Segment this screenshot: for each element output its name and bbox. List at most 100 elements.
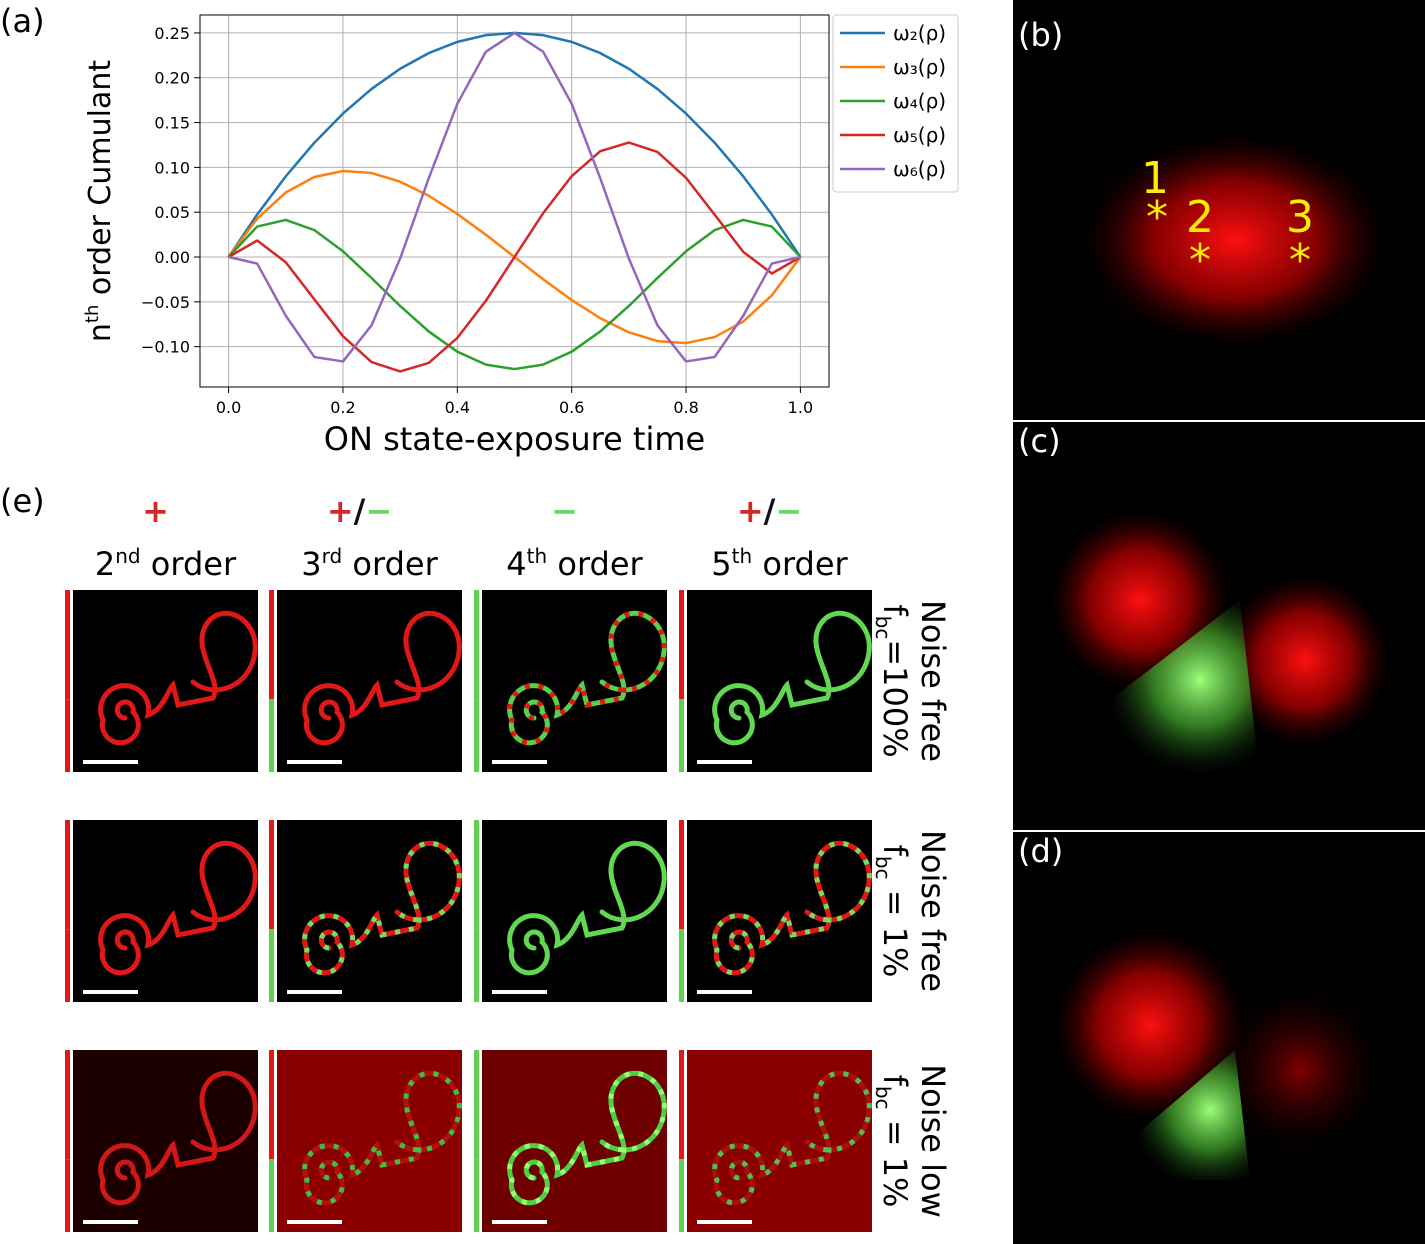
image-cell xyxy=(687,1050,872,1232)
order-sup: th xyxy=(527,544,548,568)
y-tick-label: 0.20 xyxy=(154,69,190,88)
order-number: 3 xyxy=(301,545,321,583)
color-bar xyxy=(269,820,274,930)
x-tick-label: 0.2 xyxy=(330,398,355,417)
sign-header: + xyxy=(142,492,169,530)
panel-b xyxy=(1013,0,1425,420)
x-tick-label: 0.8 xyxy=(673,398,698,417)
image-cell xyxy=(73,590,258,772)
sign-part: − xyxy=(775,492,802,530)
color-bar xyxy=(679,1159,684,1232)
panel-label: (b) xyxy=(1018,16,1063,54)
y-tick-label: −0.10 xyxy=(141,338,190,357)
spot-label: 1 xyxy=(1141,153,1169,204)
order-word: order xyxy=(342,545,438,583)
sign-part: − xyxy=(365,492,392,530)
image-bg xyxy=(687,1050,872,1232)
plot-frame xyxy=(199,14,830,388)
color-bar xyxy=(269,1050,274,1160)
image-cell xyxy=(482,820,667,1002)
image-bg xyxy=(73,1050,258,1232)
sign-part: − xyxy=(551,492,578,530)
order-word: order xyxy=(752,545,848,583)
row-label-sub: bc xyxy=(871,616,895,640)
sign-part: / xyxy=(354,492,366,530)
x-tick-label: 0.6 xyxy=(559,398,584,417)
color-bar xyxy=(269,590,274,700)
order-sup: nd xyxy=(115,544,140,568)
faint-red-blob xyxy=(1220,990,1380,1150)
series-line xyxy=(227,218,802,371)
order-word: order xyxy=(547,545,643,583)
sign-part: + xyxy=(327,492,354,530)
filament xyxy=(507,1070,667,1206)
image-cell xyxy=(482,1050,667,1232)
image-bg xyxy=(482,1050,667,1232)
image-bg xyxy=(73,590,258,772)
image-bg xyxy=(277,820,462,1002)
color-bar xyxy=(65,820,70,930)
image-bg xyxy=(687,820,872,1002)
y-label-sup: th xyxy=(82,305,103,323)
filament xyxy=(98,1070,258,1206)
filament xyxy=(507,610,667,746)
legend: ω₂(ρ) ω₃(ρ) ω₄(ρ) ω₅(ρ) ω₆(ρ) xyxy=(832,14,959,193)
sign-header: +/− xyxy=(737,492,802,530)
series-line xyxy=(228,31,801,363)
row-label: Noise low xyxy=(914,1064,952,1218)
row-label-rest: = 1% xyxy=(876,880,914,978)
y-label-part: order Cumulant xyxy=(83,60,118,305)
row-label-sub: bc xyxy=(871,1086,895,1110)
panel-label: (e) xyxy=(0,482,45,520)
spot-label: 2 xyxy=(1186,192,1214,243)
order-number: 4 xyxy=(506,545,526,583)
spot-marker: * xyxy=(1289,235,1311,286)
color-bar xyxy=(65,590,70,700)
row-label-rest: =100% xyxy=(876,639,914,757)
series-line xyxy=(227,141,802,373)
x-tick-label: 0.0 xyxy=(216,398,241,417)
legend-box xyxy=(832,14,959,193)
filament xyxy=(302,610,462,746)
plot-area xyxy=(200,15,829,387)
row-label: Noise free xyxy=(914,830,952,992)
color-bar xyxy=(474,1050,479,1160)
color-bar xyxy=(269,699,274,772)
color-bar xyxy=(65,1050,70,1160)
filament xyxy=(712,1070,872,1206)
filament xyxy=(302,840,462,976)
panel-d xyxy=(1013,832,1425,1244)
image-bg xyxy=(277,1050,462,1232)
image-bg xyxy=(277,590,462,772)
spot-marker: * xyxy=(1146,192,1168,243)
row-label-rest: = 1% xyxy=(876,1110,914,1208)
row-label-f: f xyxy=(876,1075,914,1087)
filament xyxy=(712,840,872,976)
row-label: fbc=100% xyxy=(871,604,914,757)
color-bar xyxy=(679,820,684,930)
image-bg xyxy=(482,820,667,1002)
legend-label: ω₃(ρ) xyxy=(893,55,946,79)
row-label: fbc = 1% xyxy=(871,1075,914,1208)
color-bar xyxy=(474,699,479,772)
panel-c xyxy=(1013,422,1425,830)
image-cell xyxy=(73,820,258,1002)
row-label: fbc = 1% xyxy=(871,845,914,978)
y-tick-label: 0.00 xyxy=(154,248,190,267)
color-bar xyxy=(65,699,70,772)
row-label-f: f xyxy=(876,845,914,857)
color-bar xyxy=(65,929,70,1002)
red-blob xyxy=(1220,575,1390,745)
legend-label: ω₅(ρ) xyxy=(893,123,946,147)
order-number: 2 xyxy=(95,545,115,583)
row-label-sub: bc xyxy=(871,856,895,880)
cumulant-chart: 0.0 0.2 0.4 0.6 0.8 1.0 −0.10 −0.05 0.00 0.05 0.10… xyxy=(82,14,959,458)
order-header: 5th order xyxy=(711,544,848,583)
color-bar xyxy=(474,590,479,700)
row-label-f: f xyxy=(876,604,914,616)
panel-label: (c) xyxy=(1018,422,1061,460)
order-header: 4th order xyxy=(506,544,643,583)
separator xyxy=(1013,420,1425,422)
order-header: 3rd order xyxy=(301,544,438,583)
